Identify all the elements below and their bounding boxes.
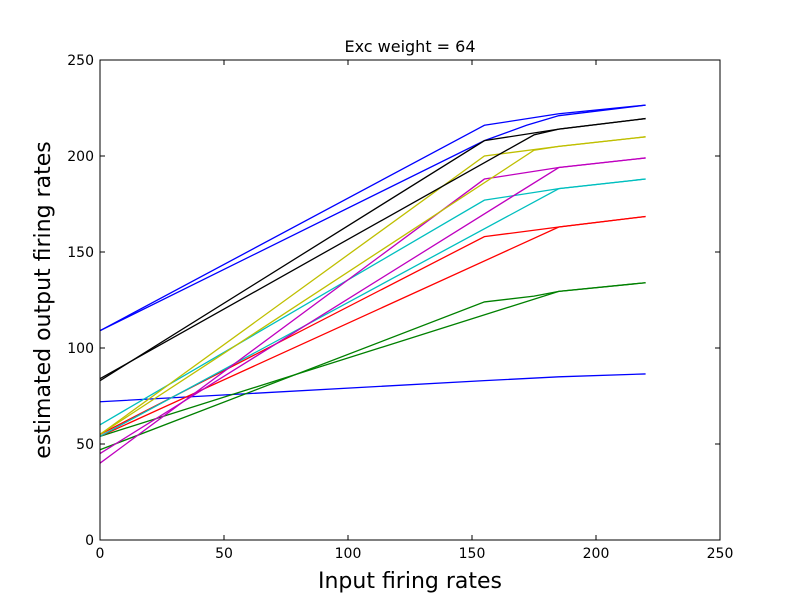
series-line-1 — [99, 104, 646, 332]
series-line-8 — [99, 178, 646, 437]
y-tick-label-4: 200 — [67, 149, 94, 165]
y-tick-label-0: 0 — [85, 533, 94, 549]
x-tick-label-3: 150 — [459, 546, 486, 562]
series-line-4 — [99, 282, 646, 437]
series-line-5 — [99, 215, 646, 435]
series-line-9 — [99, 157, 646, 464]
series-line-11 — [99, 136, 646, 435]
y-tick-label-5: 250 — [67, 53, 94, 69]
plot-frame — [99, 59, 721, 541]
y-axis: 0 50 100 150 200 250 — [67, 53, 720, 549]
series-line-14 — [99, 117, 646, 380]
x-tick-label-0: 0 — [96, 546, 105, 562]
x-axis-title: Input firing rates — [318, 569, 502, 594]
series-line-0 — [99, 373, 646, 403]
y-tick-label-1: 50 — [76, 437, 94, 453]
x-tick-label-5: 250 — [707, 546, 734, 562]
y-tick-label-2: 100 — [67, 341, 94, 357]
series-line-6 — [99, 215, 646, 437]
y-tick-label-3: 150 — [67, 245, 94, 261]
series-layer — [99, 104, 646, 464]
series-line-2 — [99, 104, 646, 332]
x-tick-label-4: 200 — [583, 546, 610, 562]
x-tick-label-2: 100 — [335, 546, 362, 562]
x-axis: 0 50 100 150 200 250 — [96, 60, 734, 562]
series-line-10 — [99, 157, 646, 455]
x-tick-label-1: 50 — [215, 546, 233, 562]
series-line-7 — [99, 178, 646, 426]
series-line-13 — [99, 117, 646, 382]
series-line-12 — [99, 136, 646, 435]
chart-title: Exc weight = 64 — [344, 37, 475, 56]
y-axis-title: estimated output firing rates — [31, 141, 56, 458]
series-line-3 — [99, 282, 646, 451]
